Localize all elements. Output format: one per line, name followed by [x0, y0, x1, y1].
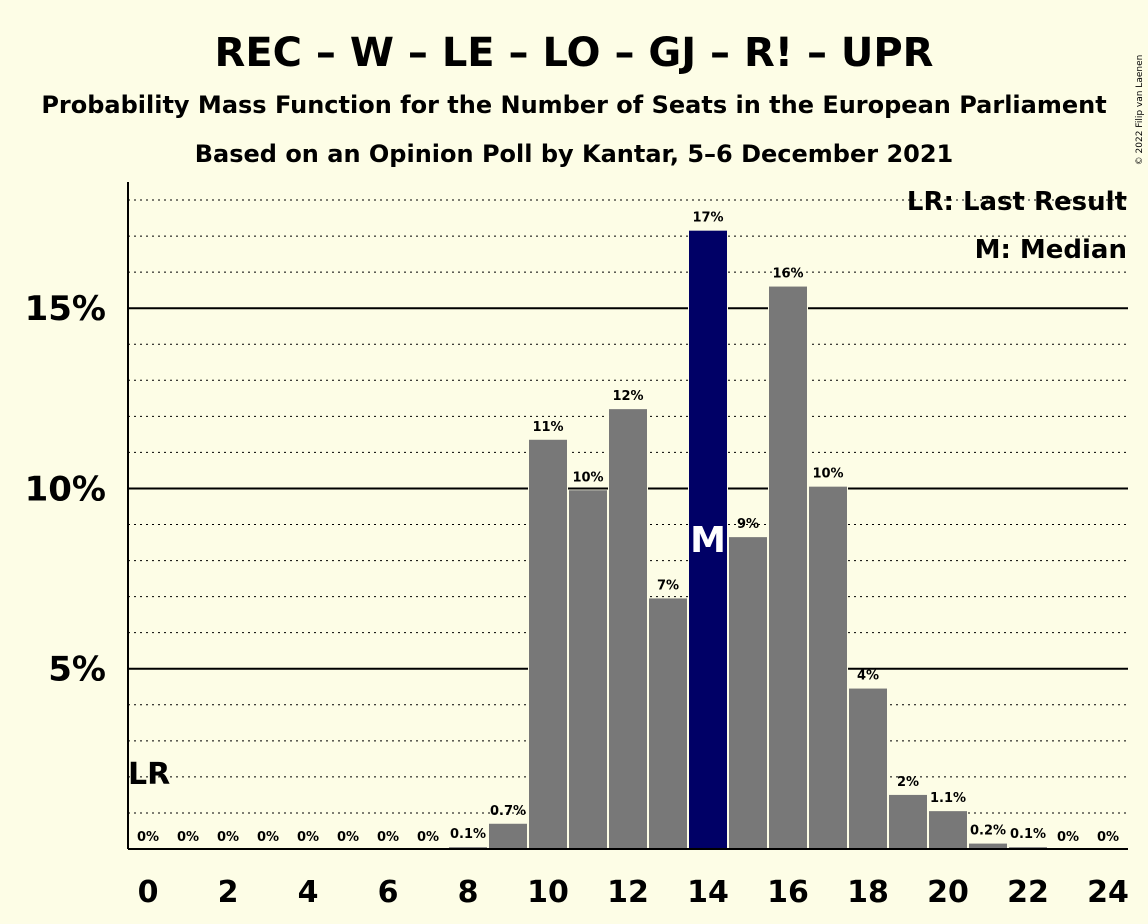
- x-tick-label: 2: [218, 875, 239, 910]
- data-label-seats-20: 1.1%: [930, 791, 966, 806]
- x-tick-label: 16: [767, 875, 809, 910]
- legend-median: M: Median: [975, 235, 1127, 265]
- data-labels: 0% 0% 0% 0% 0% 0% 0% 0% 0.1% 0.7% 11% 10% 12% 7% 17% 9%…: [128, 211, 1119, 845]
- bar-seats-14: [689, 230, 727, 849]
- data-label-seats-16: 16%: [772, 267, 803, 282]
- x-tick-label: 8: [458, 875, 479, 910]
- y-tick-label: 15%: [25, 289, 106, 329]
- data-label-seats-7: 0%: [417, 830, 439, 845]
- data-label-seats-21: 0.2%: [970, 824, 1006, 839]
- data-label-seats-18: 4%: [857, 669, 879, 684]
- x-tick-label: 6: [378, 875, 399, 910]
- data-label-seats-11: 10%: [572, 470, 603, 485]
- data-label-seats-9: 0.7%: [490, 804, 526, 819]
- data-label-seats-23: 0%: [1057, 830, 1079, 845]
- data-label-seats-6: 0%: [377, 830, 399, 845]
- copyright-notice: © 2022 Filip van Laenen: [1135, 55, 1145, 166]
- data-label-seats-2: 0%: [217, 830, 239, 845]
- bar-seats-11: [569, 490, 607, 849]
- chart-title: REC – W – LE – LO – GJ – R! – UPR: [215, 30, 934, 76]
- legend: LR: Last Result M: Median: [907, 187, 1127, 265]
- bar-seats-19: [889, 794, 927, 849]
- data-label-seats-3: 0%: [257, 830, 279, 845]
- bar-seats-15: [729, 537, 767, 849]
- bar-seats-20: [929, 811, 967, 849]
- bar-seats-9: [489, 823, 527, 849]
- x-tick-label: 22: [1007, 875, 1049, 910]
- bar-seats-18: [849, 688, 887, 849]
- data-label-seats-19: 2%: [897, 775, 919, 790]
- y-axis-ticks: 5% 10% 15%: [25, 289, 106, 690]
- data-label-seats-17: 10%: [812, 467, 843, 482]
- x-tick-label: 20: [927, 875, 969, 910]
- data-label-seats-13: 7%: [657, 578, 679, 593]
- data-label-seats-12: 12%: [612, 389, 643, 404]
- x-tick-label: 18: [847, 875, 889, 910]
- bars: [448, 230, 1048, 849]
- y-tick-label: 5%: [48, 650, 106, 690]
- bar-seats-17: [809, 486, 847, 849]
- bar-seats-12: [609, 409, 647, 849]
- data-label-seats-24: 0%: [1097, 830, 1119, 845]
- bar-seats-13: [649, 598, 687, 849]
- data-label-seats-1: 0%: [177, 830, 199, 845]
- bar-seats-10: [529, 439, 567, 849]
- chart-subtitle: Probability Mass Function for the Number…: [41, 91, 1106, 119]
- x-tick-label: 14: [687, 875, 729, 910]
- x-tick-label: 10: [527, 875, 569, 910]
- x-tick-label: 24: [1087, 875, 1129, 910]
- chart-source: Based on an Opinion Poll by Kantar, 5–6 …: [195, 140, 954, 168]
- data-label-seats-5: 0%: [337, 830, 359, 845]
- x-tick-label: 4: [298, 875, 319, 910]
- data-label-seats-0: 0%: [137, 830, 159, 845]
- data-label-seats-8: 0.1%: [450, 827, 486, 842]
- x-tick-label: 12: [607, 875, 649, 910]
- x-axis-ticks: 0 2 4 6 8 10 12 14 16 18 20 22 24: [138, 875, 1129, 910]
- data-label-seats-4: 0%: [297, 830, 319, 845]
- data-label-seats-15: 9%: [737, 517, 759, 532]
- median-marker: M: [690, 520, 726, 561]
- data-label-seats-14: 17%: [692, 211, 723, 226]
- bar-seats-16: [769, 286, 807, 849]
- x-tick-label: 0: [138, 875, 159, 910]
- data-label-seats-22: 0.1%: [1010, 827, 1046, 842]
- bar-seats-21: [969, 843, 1007, 849]
- last-result-marker: LR: [128, 757, 170, 792]
- y-tick-label: 10%: [25, 469, 106, 509]
- legend-last-result: LR: Last Result: [907, 187, 1127, 217]
- data-label-seats-10: 11%: [532, 420, 563, 435]
